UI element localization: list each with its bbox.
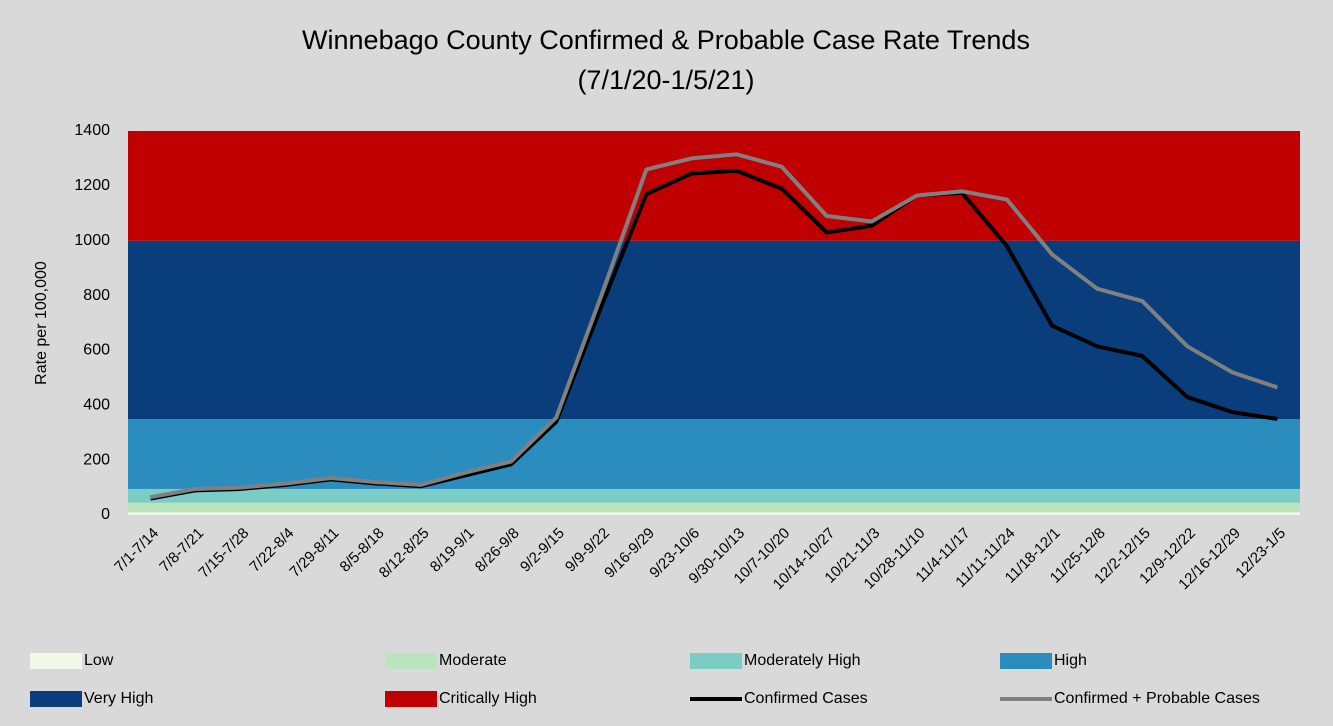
risk-band: [128, 240, 1300, 419]
legend-swatch: [30, 653, 82, 669]
legend-swatch: [1000, 653, 1052, 669]
series-line: [150, 152, 1279, 500]
y-tick-label: 200: [83, 451, 110, 468]
chart-title: Winnebago County Confirmed & Probable Ca…: [302, 25, 1030, 55]
y-tick-label: 1200: [74, 177, 110, 194]
legend-swatch: [385, 691, 437, 707]
legend-label: Moderate: [439, 652, 507, 669]
risk-band: [128, 419, 1300, 489]
y-axis-label: Rate per 100,000: [33, 261, 50, 385]
legend-label: High: [1054, 652, 1087, 669]
y-tick-label: 1000: [74, 232, 110, 249]
y-tick-label: 400: [83, 397, 110, 414]
legend-label: Very High: [84, 690, 153, 707]
chart-subtitle: (7/1/20-1/5/21): [577, 65, 754, 95]
y-tick-label: 800: [83, 287, 110, 304]
legend-label: Critically High: [439, 690, 537, 707]
legend-swatch: [385, 653, 437, 669]
risk-band: [128, 512, 1300, 515]
legend-label: Low: [84, 652, 114, 669]
y-tick-label: 1400: [74, 122, 110, 139]
legend-label: Confirmed Cases: [744, 690, 868, 707]
risk-band: [128, 488, 1300, 503]
legend-swatch: [690, 653, 742, 669]
legend-label: Confirmed + Probable Cases: [1054, 690, 1260, 707]
legend-swatch: [30, 691, 82, 707]
y-tick-label: 600: [83, 342, 110, 359]
risk-band: [128, 131, 1300, 241]
risk-band: [128, 502, 1300, 513]
legend-label: Moderately High: [744, 652, 861, 669]
y-tick-label: 0: [101, 506, 110, 523]
